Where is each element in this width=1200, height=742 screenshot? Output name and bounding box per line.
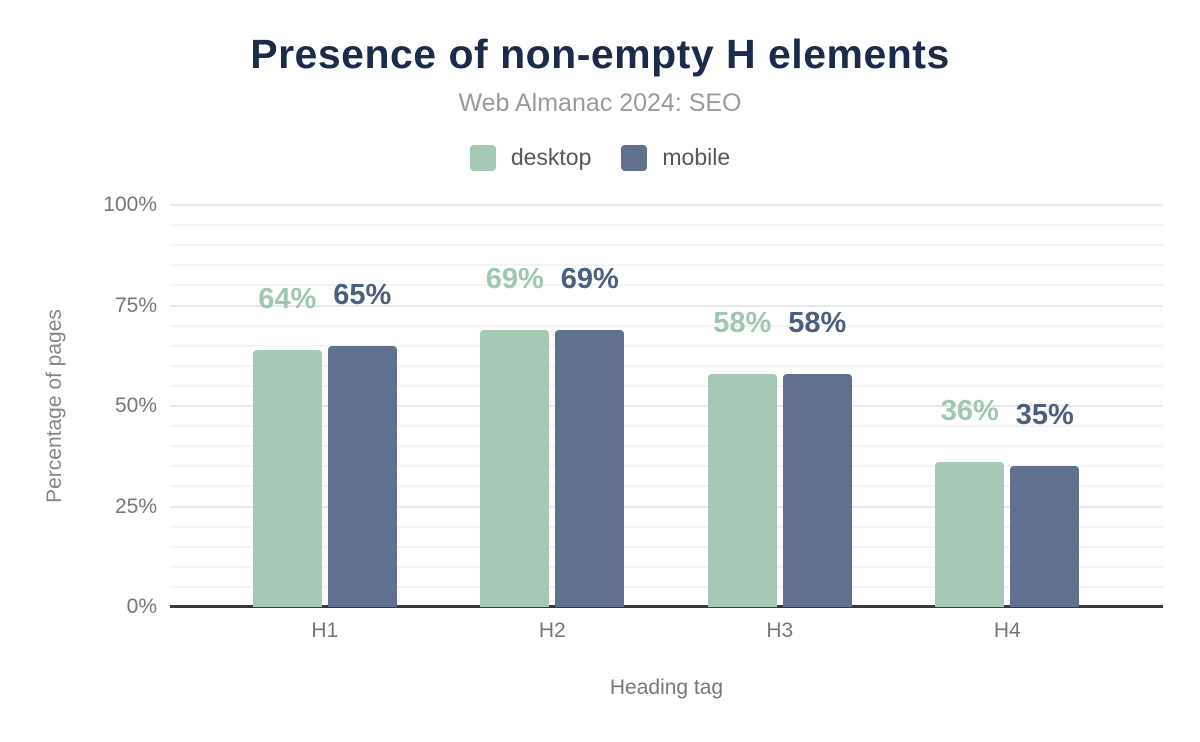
x-tick-h1: H1 [311,619,339,642]
x-axis-title: Heading tag [609,676,724,699]
chart-title: Presence of non-empty H elements [250,31,950,77]
bar-mobile-h2[interactable]: 69% [555,263,625,607]
bar-mobile-h1[interactable]: 65% [327,279,397,607]
bar-label-desktop-h2: 69% [485,262,544,295]
legend-swatch-desktop-icon [469,144,496,171]
y-tick-75: 75% [114,293,157,317]
gridline-25 [170,505,1163,508]
bar-desktop-h2[interactable]: 69% [480,263,550,607]
x-tick-h2: H2 [538,619,566,642]
bar-label-mobile-h4: 35% [1015,399,1074,432]
bar-label-desktop-h1: 64% [258,282,317,315]
gridline-15 [170,545,1163,548]
gridline-55 [170,384,1163,387]
bands: 64% 65% H1 69% 69% H2 58% 58% H3 36% 35% H4 [211,205,1122,642]
legend-label-desktop: desktop [510,144,592,171]
gridline-60 [170,364,1163,367]
legend-label-mobile: mobile [662,144,731,171]
legend-swatch-mobile-icon [621,144,648,171]
gridline-90 [170,244,1163,247]
band-h1: 64% 65% H1 [211,205,439,642]
y-tick-0: 0% [126,595,157,618]
bar-mobile-h4[interactable]: 35% [1010,399,1080,607]
bar-label-desktop-h4: 36% [940,395,999,428]
gridline-35 [170,465,1163,468]
y-tick-25: 25% [114,494,157,518]
y-tick-100: 100% [103,193,157,216]
x-tick-h3: H3 [766,619,794,642]
gridline-70 [170,324,1163,327]
legend-item-mobile[interactable]: mobile [621,144,730,171]
band-h2: 69% 69% H2 [439,205,667,642]
bar-desktop-h1[interactable]: 64% [252,283,322,607]
gridline-50 [170,405,1163,407]
gridline-65 [170,344,1163,347]
bar-label-desktop-h3: 58% [713,306,772,339]
gridline-45 [170,425,1163,428]
gridline-75 [170,304,1163,307]
gridline-40 [170,445,1163,448]
band-h4: 36% 35% H4 [894,205,1122,642]
gridline-30 [170,485,1163,488]
x-tick-h4: H4 [993,619,1021,642]
gridline-85 [170,264,1163,267]
bar-mobile-h3[interactable]: 58% [782,307,852,607]
gridline-5 [170,585,1163,588]
gridline-80 [170,284,1163,287]
gridline-20 [170,525,1163,528]
bar-label-mobile-h3: 58% [788,306,847,339]
chart-subtitle: Web Almanac 2024: SEO [458,89,742,118]
bar-desktop-h4[interactable]: 36% [935,395,1005,607]
legend: desktop mobile [0,144,1200,171]
x-axis-line [170,605,1163,608]
bar-label-mobile-h2: 69% [560,262,619,295]
y-axis-ticks: 0% 25% 50% 75% 100% [0,193,157,618]
bar-label-mobile-h1: 65% [333,278,392,311]
legend-item-desktop[interactable]: desktop [469,144,592,171]
bar-desktop-h3[interactable]: 58% [707,307,777,607]
gridline-100 [170,204,1163,206]
gridline-95 [170,224,1163,227]
gridline-10 [170,565,1163,568]
band-h3: 58% 58% H3 [666,205,894,642]
plot-area: 64% 65% H1 69% 69% H2 58% 58% H3 36% 35% H4 [170,204,1163,642]
y-tick-50: 50% [114,394,157,417]
